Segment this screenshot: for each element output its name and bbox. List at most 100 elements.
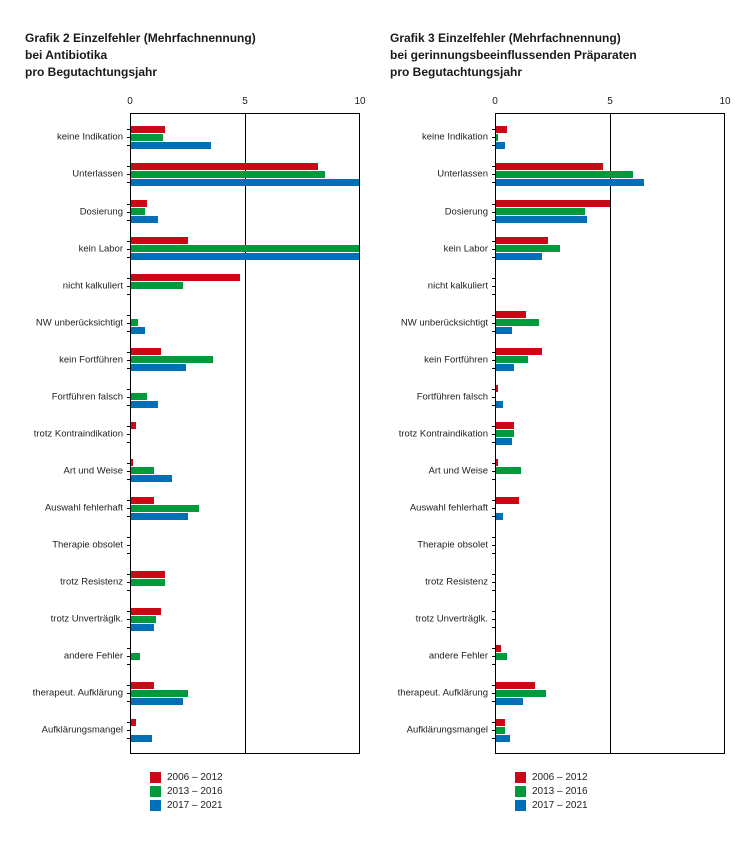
category-label: Unterlassen xyxy=(391,169,496,180)
bar-tick xyxy=(127,738,131,739)
bar xyxy=(496,682,535,689)
category-label: NW unberücksichtigt xyxy=(26,317,131,328)
bar-tick xyxy=(127,664,131,665)
bar-tick xyxy=(492,693,496,694)
bar-tick xyxy=(127,463,131,464)
bar-tick xyxy=(127,730,131,731)
legend-item: 2006 – 2012 xyxy=(150,772,360,783)
category-label: Fortführen falsch xyxy=(391,391,496,402)
charts-row: Grafik 2 Einzelfehler (Mehrfachnennung) … xyxy=(25,30,725,814)
bar-tick xyxy=(127,278,131,279)
bar-group: NW unberücksichtigt xyxy=(496,308,724,338)
bar-group: Aufklärungsmangel xyxy=(131,715,359,745)
x-tick: 0 xyxy=(127,96,133,107)
bar-tick xyxy=(127,656,131,657)
category-label: therapeut. Aufklärung xyxy=(391,688,496,699)
bar-tick xyxy=(127,405,131,406)
bar-tick xyxy=(492,722,496,723)
bar-group: Art und Weise xyxy=(496,456,724,486)
bar xyxy=(496,134,498,141)
bar-tick xyxy=(127,619,131,620)
x-tick: 5 xyxy=(242,96,248,107)
bar xyxy=(131,571,165,578)
bar-group: Fortführen falsch xyxy=(496,382,724,412)
bar-tick xyxy=(492,249,496,250)
bar-tick xyxy=(127,204,131,205)
bar-tick xyxy=(492,434,496,435)
category-label: Auswahl fehlerhaft xyxy=(391,503,496,514)
chart3-groups: keine IndikationUnterlassenDosierungkein… xyxy=(496,122,724,745)
bar xyxy=(131,126,165,133)
bar-group: kein Fortführen xyxy=(131,345,359,375)
bar-tick xyxy=(127,249,131,250)
bar-tick xyxy=(127,220,131,221)
bar xyxy=(131,245,359,252)
category-label: Therapie obsolet xyxy=(391,540,496,551)
bar-tick xyxy=(127,693,131,694)
legend-item: 2013 – 2016 xyxy=(515,786,725,797)
bar-group: andere Fehler xyxy=(131,641,359,671)
bar-tick xyxy=(492,738,496,739)
legend-item: 2017 – 2021 xyxy=(515,800,725,811)
bar xyxy=(496,459,498,466)
bar xyxy=(131,513,188,520)
bar xyxy=(496,653,507,660)
bar-tick xyxy=(492,397,496,398)
chart2-x-axis: 0510 xyxy=(130,96,360,114)
category-label: trotz Kontraindikation xyxy=(391,428,496,439)
bar-group: trotz Resistenz xyxy=(496,567,724,597)
bar xyxy=(496,163,603,170)
legend-label: 2013 – 2016 xyxy=(532,786,588,797)
bar-group: trotz Unverträglk. xyxy=(496,604,724,634)
bar-tick xyxy=(492,352,496,353)
category-label: kein Fortführen xyxy=(26,354,131,365)
bar-tick xyxy=(127,574,131,575)
bar-tick xyxy=(127,323,131,324)
legend-swatch xyxy=(515,800,526,811)
bar xyxy=(131,624,154,631)
bar-group: nicht kalkuliert xyxy=(131,271,359,301)
category-label: Fortführen falsch xyxy=(26,391,131,402)
bar-tick xyxy=(492,442,496,443)
category-label: Art und Weise xyxy=(26,465,131,476)
bar-tick xyxy=(492,405,496,406)
bar-tick xyxy=(127,137,131,138)
bar xyxy=(131,608,161,615)
legend-label: 2017 – 2021 xyxy=(532,800,588,811)
category-label: Art und Weise xyxy=(391,465,496,476)
legend-swatch xyxy=(150,786,161,797)
bar-group: kein Labor xyxy=(496,234,724,264)
bar-tick xyxy=(127,516,131,517)
bar-tick xyxy=(492,315,496,316)
legend-swatch xyxy=(515,772,526,783)
bar-tick xyxy=(127,257,131,258)
bar-group: Art und Weise xyxy=(131,456,359,486)
legend-label: 2013 – 2016 xyxy=(167,786,223,797)
bar-tick xyxy=(492,479,496,480)
bar-tick xyxy=(127,129,131,130)
bar xyxy=(496,356,528,363)
bar-tick xyxy=(492,656,496,657)
category-label: Dosierung xyxy=(26,206,131,217)
bar xyxy=(496,245,560,252)
bar-tick xyxy=(127,182,131,183)
bar xyxy=(496,126,507,133)
bar-tick xyxy=(127,611,131,612)
bar-tick xyxy=(492,182,496,183)
bar-group: Auswahl fehlerhaft xyxy=(131,493,359,523)
legend-swatch xyxy=(515,786,526,797)
bar-tick xyxy=(127,145,131,146)
chart2-groups: keine IndikationUnterlassenDosierungkein… xyxy=(131,122,359,745)
bar xyxy=(131,216,158,223)
category-label: Aufklärungsmangel xyxy=(26,725,131,736)
category-label: therapeut. Aufklärung xyxy=(26,688,131,699)
bar-tick xyxy=(492,220,496,221)
bar-tick xyxy=(492,701,496,702)
legend-label: 2006 – 2012 xyxy=(167,772,223,783)
bar xyxy=(131,735,152,742)
category-label: nicht kalkuliert xyxy=(26,280,131,291)
bar-tick xyxy=(127,389,131,390)
bar xyxy=(496,216,587,223)
bar xyxy=(131,401,158,408)
bar-tick xyxy=(492,582,496,583)
